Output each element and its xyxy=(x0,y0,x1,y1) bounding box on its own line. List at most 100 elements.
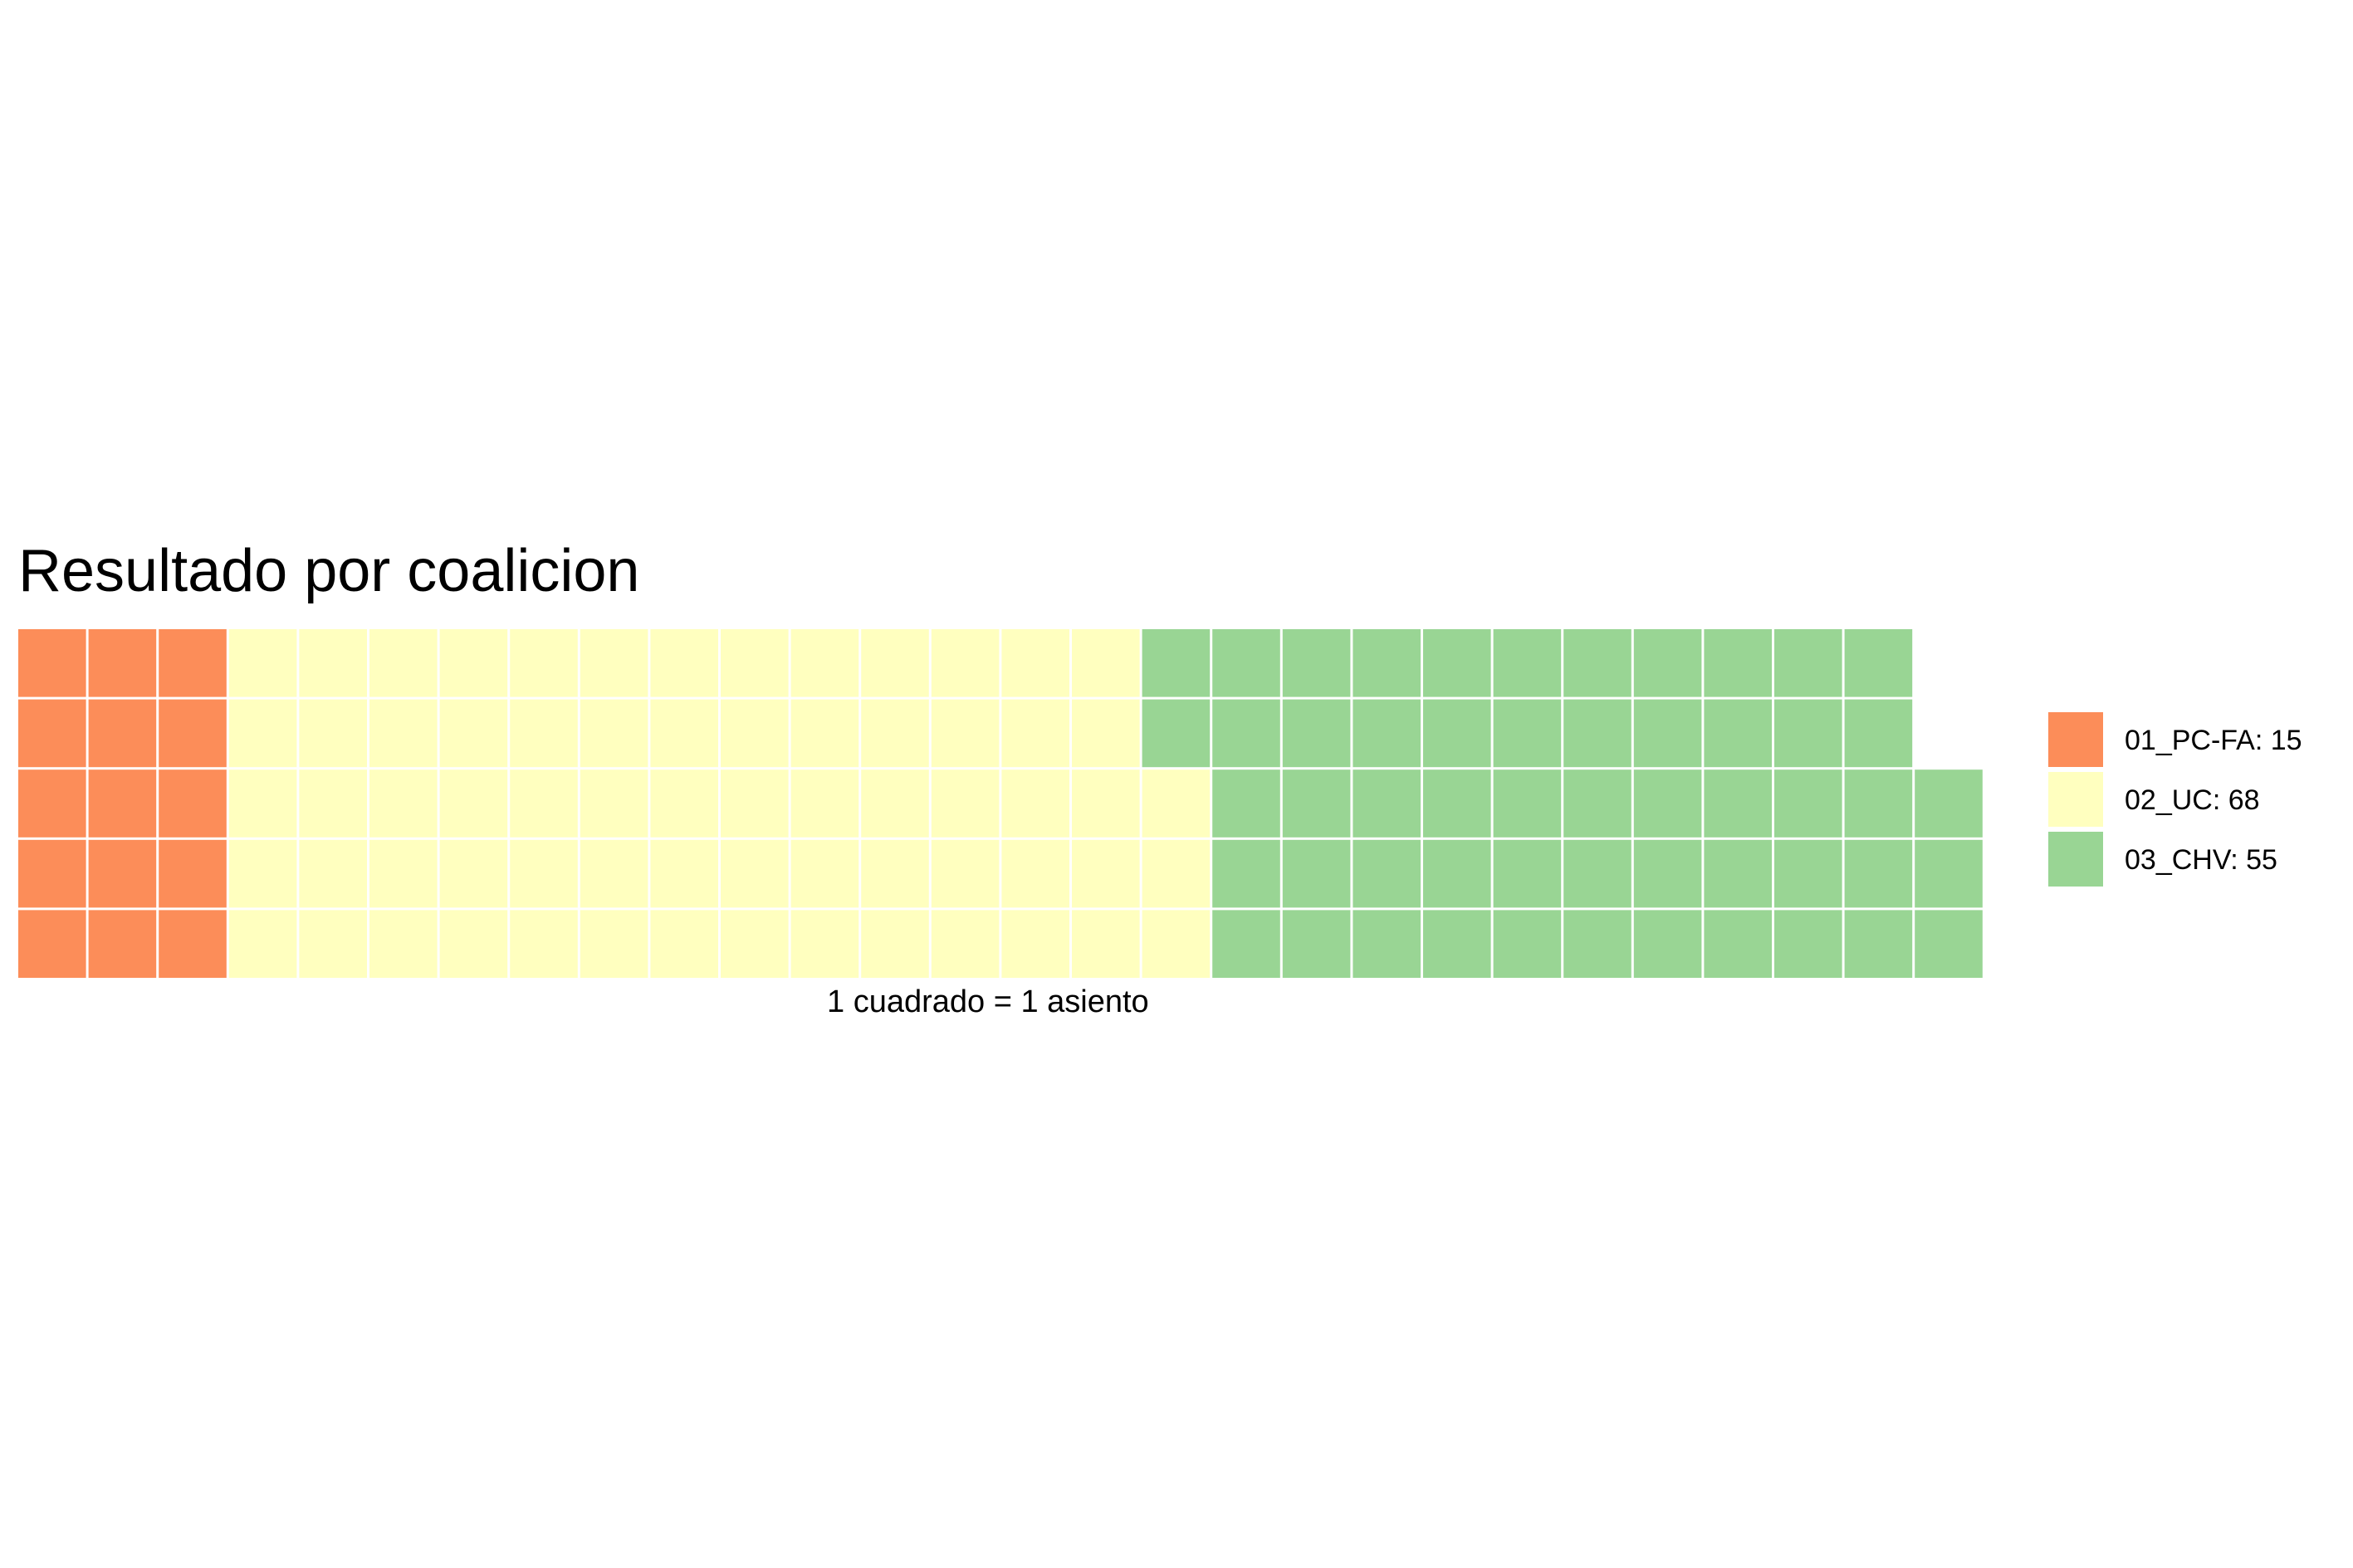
waffle-cell-02_UC xyxy=(228,699,297,768)
waffle-cell-02_UC xyxy=(299,839,367,908)
waffle-cell-02_UC xyxy=(1001,910,1069,978)
waffle-cell-02_UC xyxy=(721,699,789,768)
waffle-cell-02_UC xyxy=(650,699,718,768)
waffle-cell-02_UC xyxy=(861,910,929,978)
waffle-cell-01_PC-FA xyxy=(159,699,227,768)
waffle-cell-03_CHV xyxy=(1774,910,1842,978)
waffle-cell-03_CHV xyxy=(1633,910,1702,978)
chart-title: Resultado por coalicion xyxy=(18,538,640,604)
waffle-cell-03_CHV xyxy=(1774,629,1842,697)
waffle-cell-03_CHV xyxy=(1212,769,1280,838)
waffle-cell-02_UC xyxy=(861,699,929,768)
waffle-cell-01_PC-FA xyxy=(159,769,227,838)
waffle-cell-03_CHV xyxy=(1212,839,1280,908)
waffle-cell-03_CHV xyxy=(1915,910,1983,978)
waffle-cell-02_UC xyxy=(299,699,367,768)
waffle-cell-02_UC xyxy=(650,839,718,908)
waffle-cell-03_CHV xyxy=(1704,629,1772,697)
waffle-cell-02_UC xyxy=(1142,910,1211,978)
waffle-cell-02_UC xyxy=(861,839,929,908)
waffle-cell-02_UC xyxy=(510,629,578,697)
waffle-cell-02_UC xyxy=(299,769,367,838)
waffle-cell-02_UC xyxy=(439,839,508,908)
waffle-cell-02_UC xyxy=(369,629,438,697)
waffle-cell-03_CHV xyxy=(1353,769,1421,838)
waffle-cell-03_CHV xyxy=(1774,769,1842,838)
waffle-cell-02_UC xyxy=(580,629,648,697)
waffle-cell-03_CHV xyxy=(1633,839,1702,908)
waffle-cell-03_CHV xyxy=(1915,839,1983,908)
waffle-cell-02_UC xyxy=(931,910,1000,978)
waffle-cell-02_UC xyxy=(790,839,859,908)
waffle-cell-03_CHV xyxy=(1633,699,1702,768)
waffle-cell-02_UC xyxy=(1072,839,1140,908)
waffle-cell-01_PC-FA xyxy=(88,910,157,978)
waffle-cell-02_UC xyxy=(1072,910,1140,978)
waffle-cell-01_PC-FA xyxy=(159,910,227,978)
waffle-cell-03_CHV xyxy=(1493,699,1562,768)
waffle-cell-01_PC-FA xyxy=(88,769,157,838)
waffle-cell-03_CHV xyxy=(1212,699,1280,768)
waffle-cell-03_CHV xyxy=(1563,839,1631,908)
waffle-cell-03_CHV xyxy=(1704,839,1772,908)
waffle-cell-03_CHV xyxy=(1353,839,1421,908)
waffle-cell-02_UC xyxy=(931,699,1000,768)
waffle-cell-02_UC xyxy=(369,769,438,838)
waffle-cell-01_PC-FA xyxy=(18,839,86,908)
waffle-cell-03_CHV xyxy=(1844,699,1913,768)
waffle-cell-02_UC xyxy=(721,910,789,978)
waffle-cell-03_CHV xyxy=(1423,769,1491,838)
waffle-cell-03_CHV xyxy=(1282,839,1351,908)
waffle-cell-02_UC xyxy=(650,769,718,838)
waffle-cell-01_PC-FA xyxy=(18,699,86,768)
waffle-cell-02_UC xyxy=(510,699,578,768)
waffle-cell-02_UC xyxy=(931,629,1000,697)
legend-swatch-02_UC xyxy=(2048,772,2103,827)
legend-label-02_UC: 02_UC: 68 xyxy=(2125,784,2260,816)
waffle-cell-02_UC xyxy=(790,699,859,768)
legend-label-01_PC-FA: 01_PC-FA: 15 xyxy=(2125,725,2302,756)
legend: 01_PC-FA: 15 02_UC: 68 03_CHV: 55 xyxy=(2048,712,2302,887)
waffle-cell-02_UC xyxy=(931,839,1000,908)
waffle-cell-02_UC xyxy=(580,839,648,908)
legend-swatch-01_PC-FA xyxy=(2048,712,2103,767)
waffle-cell-02_UC xyxy=(1001,839,1069,908)
waffle-cell-03_CHV xyxy=(1844,910,1913,978)
waffle-cell-02_UC xyxy=(510,839,578,908)
waffle-cell-03_CHV xyxy=(1423,839,1491,908)
waffle-cell-01_PC-FA xyxy=(18,910,86,978)
waffle-cell-03_CHV xyxy=(1423,699,1491,768)
waffle-cell-01_PC-FA xyxy=(88,629,157,697)
waffle-cell-02_UC xyxy=(439,769,508,838)
waffle-cell-03_CHV xyxy=(1563,629,1631,697)
waffle-cell-03_CHV xyxy=(1282,629,1351,697)
waffle-cell-03_CHV xyxy=(1423,629,1491,697)
waffle-cell-03_CHV xyxy=(1633,769,1702,838)
waffle-cell-02_UC xyxy=(228,629,297,697)
waffle-cell-03_CHV xyxy=(1844,769,1913,838)
waffle-cell-02_UC xyxy=(228,769,297,838)
waffle-cell-02_UC xyxy=(228,839,297,908)
waffle-cell-02_UC xyxy=(721,839,789,908)
waffle-cell-02_UC xyxy=(790,769,859,838)
waffle-cell-02_UC xyxy=(439,629,508,697)
waffle-cell-02_UC xyxy=(439,910,508,978)
waffle-cell-03_CHV xyxy=(1493,910,1562,978)
legend-label-03_CHV: 03_CHV: 55 xyxy=(2125,844,2277,876)
waffle-cell-02_UC xyxy=(650,910,718,978)
waffle-cell-02_UC xyxy=(510,910,578,978)
waffle-cell-02_UC xyxy=(721,629,789,697)
waffle-cell-03_CHV xyxy=(1212,910,1280,978)
waffle-cell-02_UC xyxy=(861,769,929,838)
waffle-cell-01_PC-FA xyxy=(88,839,157,908)
waffle-cell-02_UC xyxy=(1072,699,1140,768)
waffle-cell-03_CHV xyxy=(1704,769,1772,838)
waffle-cell-02_UC xyxy=(580,699,648,768)
waffle-cell-03_CHV xyxy=(1423,910,1491,978)
legend-swatch-03_CHV xyxy=(2048,832,2103,887)
waffle-cell-01_PC-FA xyxy=(18,769,86,838)
waffle-cell-03_CHV xyxy=(1282,910,1351,978)
waffle-cell-02_UC xyxy=(299,629,367,697)
